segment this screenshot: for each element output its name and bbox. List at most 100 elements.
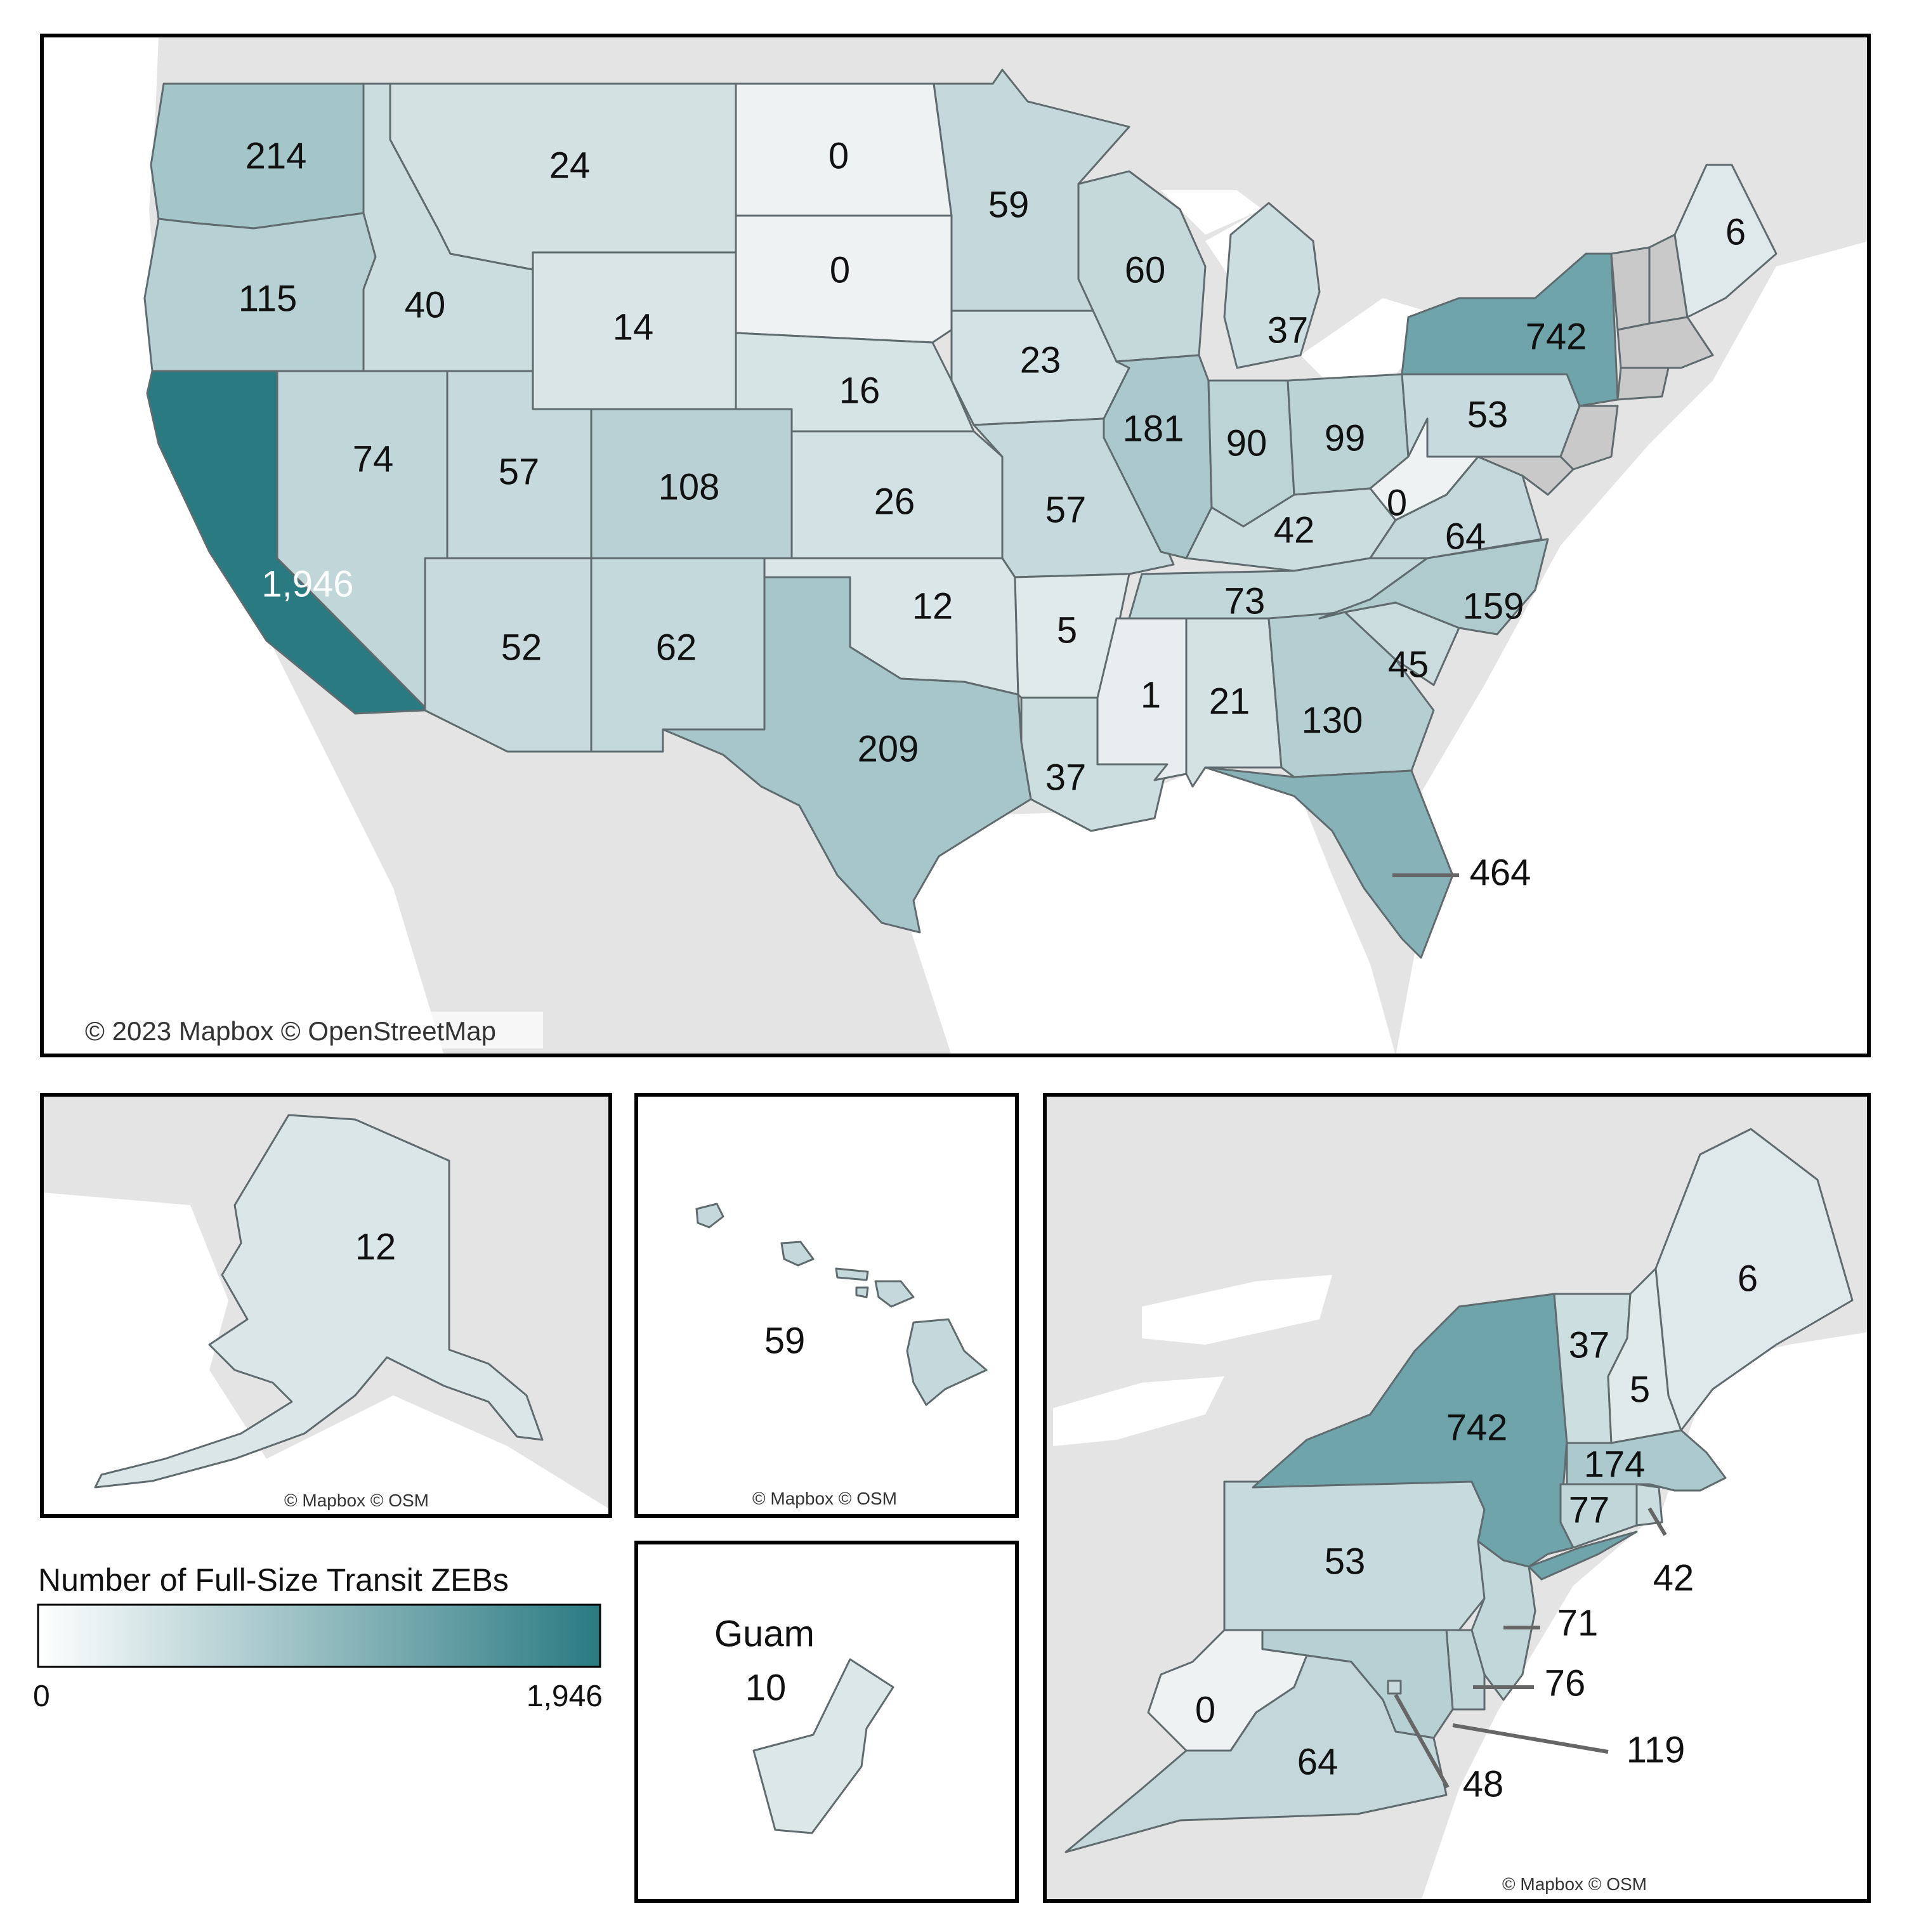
label-wy: 14 <box>613 306 654 348</box>
alaska-sea <box>42 1192 610 1516</box>
label-nd: 0 <box>828 135 849 176</box>
northeast-panel: 6 37 5 742 174 77 42 53 71 76 119 48 0 6… <box>1045 1095 1869 1901</box>
northeast-frame <box>1043 1093 1871 1903</box>
state-maryland <box>1451 455 1575 496</box>
label-pa: 53 <box>1467 394 1509 435</box>
label-wa: 214 <box>246 135 307 176</box>
ne-state-virginia <box>1064 1654 1448 1853</box>
state-shapes <box>143 69 1778 959</box>
main-attribution-box <box>74 1012 543 1048</box>
island-lanai <box>855 1286 869 1298</box>
northeast-leaders <box>1394 1507 1667 1789</box>
hawaii-panel: 59 © Mapbox © OSM <box>636 1095 1017 1516</box>
ne-label-de: 76 <box>1545 1662 1586 1704</box>
northeast-atlantic <box>1421 1332 1869 1901</box>
label-guam-name: Guam <box>714 1613 815 1654</box>
label-ne: 16 <box>839 370 881 411</box>
label-mi: 37 <box>1267 310 1309 351</box>
label-mn: 59 <box>988 184 1030 225</box>
northeast-labels: 6 37 5 742 174 77 42 53 71 76 119 48 0 6… <box>1195 1258 1758 1805</box>
label-oh: 99 <box>1325 417 1366 459</box>
state-north-carolina <box>1318 538 1549 636</box>
label-hi: 59 <box>764 1320 806 1361</box>
label-ok: 12 <box>912 585 953 627</box>
ne-label-dc: 48 <box>1463 1763 1504 1805</box>
ne-label-pa: 53 <box>1325 1541 1366 1582</box>
northeast-attribution: © Mapbox © OSM <box>1502 1874 1647 1894</box>
hawaii-frame <box>634 1093 1019 1518</box>
label-tn: 73 <box>1224 580 1266 622</box>
lake-ontario <box>1142 1275 1332 1345</box>
label-ny: 742 <box>1526 316 1587 357</box>
label-sd: 0 <box>830 249 850 290</box>
main-attribution: © 2023 Mapbox © OpenStreetMap <box>85 1016 496 1046</box>
label-nc: 159 <box>1463 585 1524 627</box>
ne-label-md: 119 <box>1627 1729 1685 1770</box>
hawaii-attribution: © Mapbox © OSM <box>752 1489 897 1508</box>
state-new-york <box>1401 252 1619 407</box>
island-big-island <box>906 1318 988 1406</box>
main-map-frame <box>40 34 1871 1057</box>
label-wv: 0 <box>1387 482 1407 523</box>
label-va: 64 <box>1445 516 1486 557</box>
label-ms: 1 <box>1141 674 1161 715</box>
alaska-frame <box>40 1093 612 1518</box>
state-south-dakota <box>735 214 953 344</box>
label-al: 21 <box>1209 681 1250 722</box>
state-new-jersey <box>1559 405 1619 471</box>
label-il: 181 <box>1123 408 1184 449</box>
guam-panel: Guam 10 <box>636 1543 1017 1901</box>
label-nm: 62 <box>656 627 697 668</box>
main-map-panel: 214 115 1,946 40 74 24 14 57 52 108 62 0… <box>42 36 1869 1055</box>
label-wi: 60 <box>1125 249 1166 290</box>
label-me: 6 <box>1725 211 1746 252</box>
ne-state-maine <box>1654 1128 1854 1432</box>
label-ks: 26 <box>874 481 915 522</box>
state-florida <box>1204 766 1454 959</box>
state-labels: 214 115 1,946 40 74 24 14 57 52 108 62 0… <box>239 135 1746 893</box>
label-or: 115 <box>239 278 297 319</box>
island-kauai <box>695 1203 724 1229</box>
legend-gradient-bar <box>37 1603 601 1668</box>
state-michigan <box>1223 202 1321 369</box>
label-nv: 74 <box>353 438 394 480</box>
island-oahu <box>780 1241 815 1267</box>
island-maui <box>874 1280 915 1308</box>
state-alaska <box>94 1114 544 1489</box>
alaska-panel: 12 © Mapbox © OSM <box>42 1095 610 1516</box>
hawaii-background <box>636 1095 1017 1516</box>
guam-frame <box>634 1541 1019 1903</box>
label-mo: 57 <box>1045 489 1087 530</box>
lake-erie <box>1053 1376 1224 1446</box>
label-ar: 5 <box>1057 610 1077 651</box>
ne-label-me: 6 <box>1738 1258 1758 1299</box>
territory-guam <box>752 1658 894 1834</box>
island-molokai <box>835 1267 869 1281</box>
color-legend: Number of Full-Size Transit ZEBs 0 1,946 <box>33 1562 603 1713</box>
state-texas <box>662 576 1032 934</box>
ne-state-connecticut <box>1559 1483 1638 1549</box>
label-in: 90 <box>1226 422 1267 464</box>
label-tx: 209 <box>858 728 919 769</box>
ne-label-wv: 0 <box>1195 1689 1215 1730</box>
label-la: 37 <box>1045 757 1087 798</box>
state-illinois <box>1103 354 1213 559</box>
label-az: 52 <box>501 627 542 668</box>
legend-min-label: 0 <box>33 1680 50 1713</box>
state-vermont <box>1610 246 1651 331</box>
alaska-attribution: © Mapbox © OSM <box>284 1491 429 1510</box>
legend-title: Number of Full-Size Transit ZEBs <box>38 1562 509 1598</box>
ne-label-ny: 742 <box>1446 1407 1508 1448</box>
label-ak: 12 <box>355 1226 396 1267</box>
gulf-of-mexico <box>875 767 1396 1055</box>
ne-label-nh: 5 <box>1630 1369 1650 1410</box>
label-ky: 42 <box>1274 509 1315 551</box>
label-ut: 57 <box>499 451 540 492</box>
ne-label-ct: 77 <box>1569 1489 1610 1531</box>
state-wisconsin <box>1077 170 1207 363</box>
label-gu: 10 <box>745 1667 787 1708</box>
state-maine <box>1673 164 1778 318</box>
label-id: 40 <box>405 284 446 325</box>
label-ca: 1,946 <box>261 563 353 604</box>
legend-max-label: 1,946 <box>527 1680 603 1713</box>
